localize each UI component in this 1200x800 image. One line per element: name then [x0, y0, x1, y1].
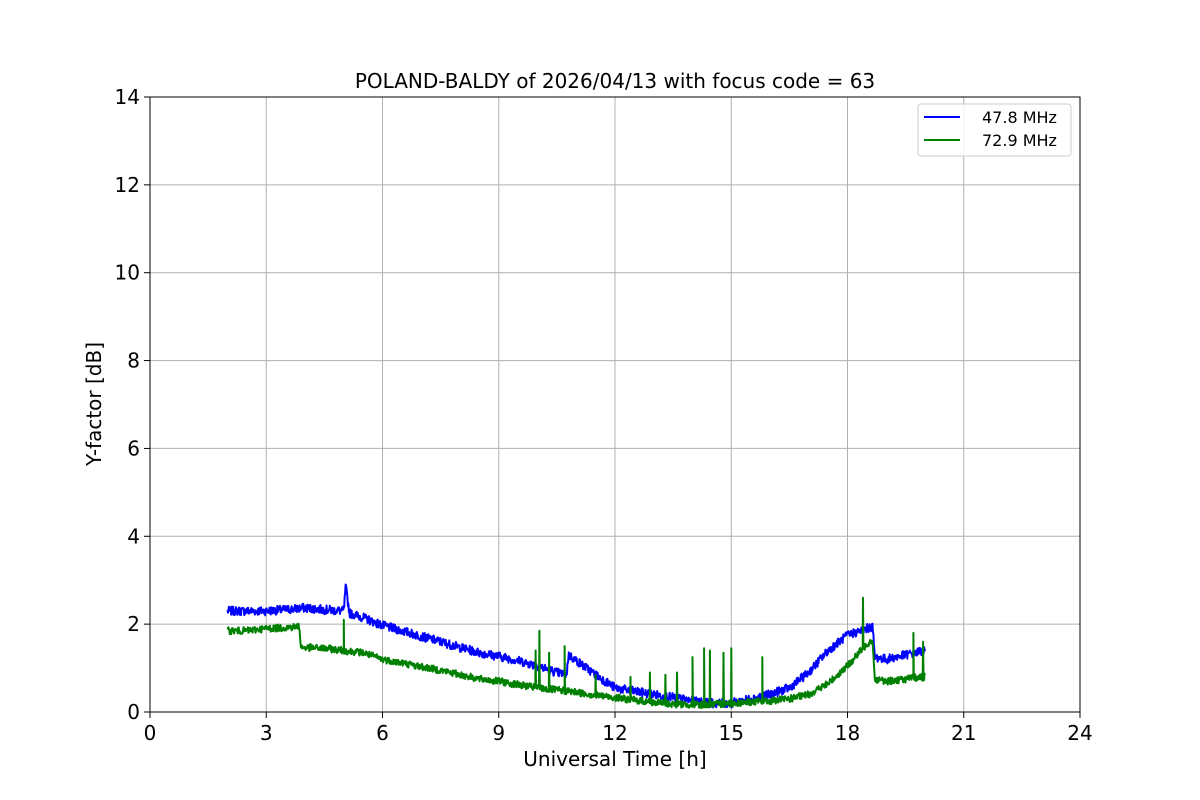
y-tick-label: 12	[115, 173, 140, 197]
y-tick-label: 2	[127, 612, 140, 636]
y-tick-label: 4	[127, 524, 140, 548]
x-tick-label: 21	[951, 721, 976, 745]
x-tick-label: 6	[376, 721, 389, 745]
y-tick-label: 6	[127, 436, 140, 460]
x-tick-label: 24	[1067, 721, 1092, 745]
series-line-47-8-mhz	[226, 583, 926, 709]
plot-area	[226, 583, 926, 709]
legend: 47.8 MHz 72.9 MHz	[917, 103, 1072, 157]
x-axis-label: Universal Time [h]	[523, 747, 706, 771]
x-tick-label: 18	[835, 721, 860, 745]
legend-label-47-8: 47.8 MHz	[982, 108, 1057, 127]
series-line-72-9-mhz	[226, 596, 926, 709]
legend-label-72-9: 72.9 MHz	[982, 131, 1057, 150]
y-axis-label: Y-factor [dB]	[82, 342, 106, 467]
y-tick-label: 0	[127, 700, 140, 724]
x-tick-label: 0	[144, 721, 157, 745]
x-tick-label: 12	[602, 721, 627, 745]
x-tick-label: 3	[260, 721, 273, 745]
grid	[149, 96, 1081, 713]
chart-title: POLAND-BALDY of 2026/04/13 with focus co…	[355, 69, 875, 93]
x-tick-label: 15	[719, 721, 744, 745]
x-tick-label: 9	[492, 721, 505, 745]
y-tick-label: 14	[115, 85, 140, 109]
y-tick-label: 10	[115, 261, 140, 285]
y-tick-label: 8	[127, 349, 140, 373]
